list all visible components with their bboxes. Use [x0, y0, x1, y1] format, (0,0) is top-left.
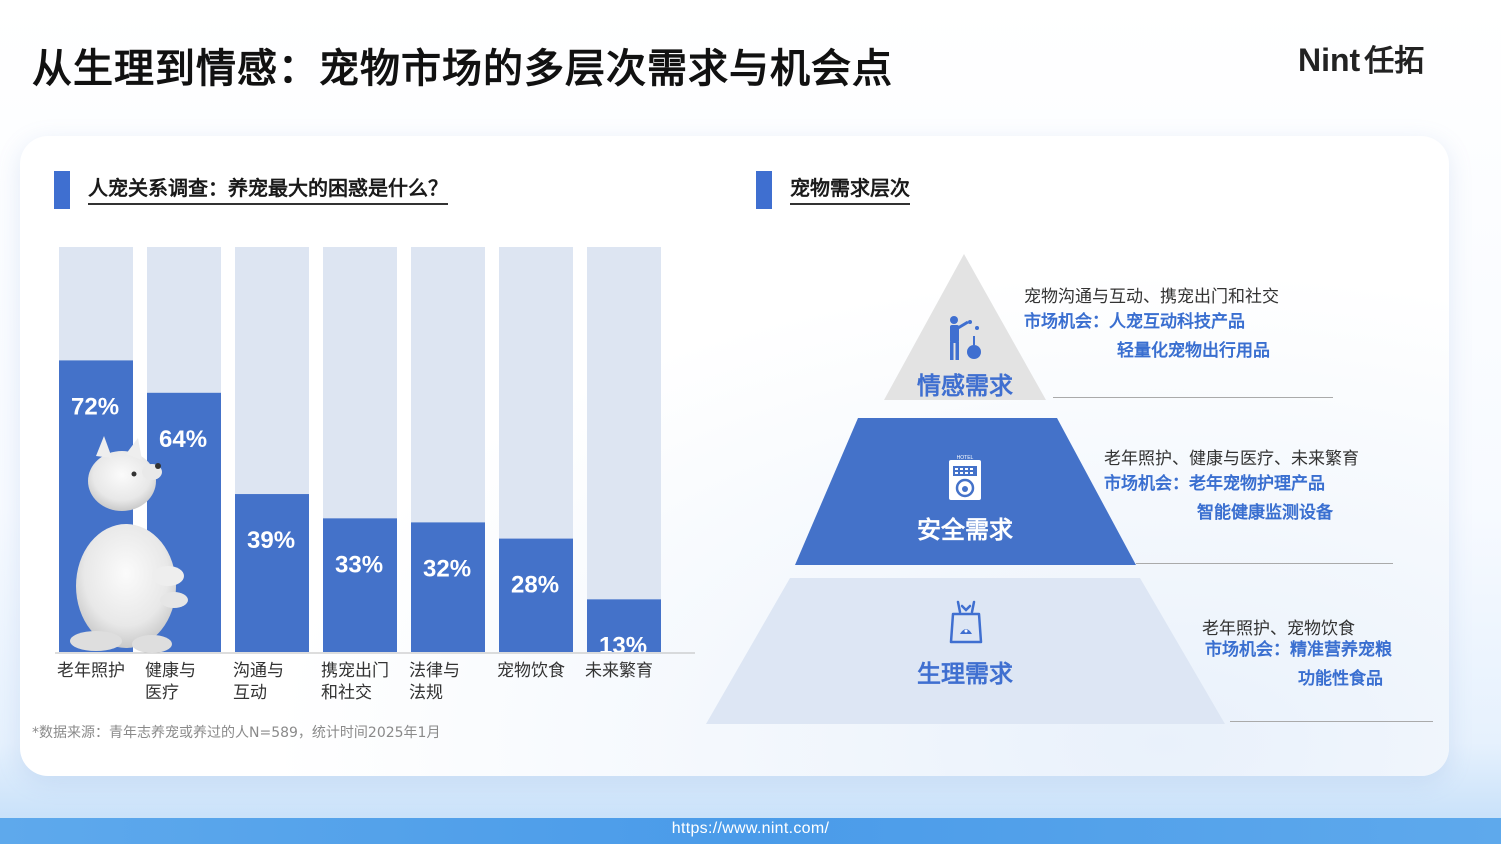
tier-label-emotional: 情感需求: [917, 372, 1013, 400]
page-title: 从生理到情感：宠物市场的多层次需求与机会点: [32, 46, 893, 92]
heading-marker: [756, 171, 772, 209]
x-tick-label: 医疗: [145, 683, 179, 703]
emotional-opportunity: 市场机会：人宠互动科技产品 轻量化宠物出行用品: [1024, 308, 1270, 366]
divider-line: [1136, 563, 1393, 564]
pet-food-bag-icon: [949, 600, 983, 644]
bar: [411, 522, 485, 652]
safety-desc: 老年照护、健康与医疗、未来繁育: [1104, 449, 1359, 469]
x-tick-label: 和社交: [321, 683, 372, 703]
heading-marker: [54, 171, 70, 209]
x-tick-label: 携宠出门: [321, 661, 389, 681]
bar: [323, 518, 397, 652]
logo-cn: 任拓: [1364, 44, 1425, 79]
bar-value-label: 13%: [599, 632, 647, 659]
tier-label-physiological: 生理需求: [917, 660, 1013, 688]
x-tick-label: 互动: [233, 683, 267, 703]
bar: [499, 538, 573, 652]
opp-line-2: 功能性食品: [1298, 669, 1383, 689]
opp-prefix: 市场机会：: [1024, 312, 1109, 332]
bar: [235, 494, 309, 652]
survey-heading: 人宠关系调查：养宠最大的困惑是什么？: [54, 171, 448, 209]
bar-value-label: 32%: [423, 555, 471, 582]
x-tick-label: 健康与: [145, 661, 196, 681]
opp-line-1: 精准营养宠粮: [1290, 640, 1392, 660]
x-tick-label: 未来繁育: [585, 661, 653, 681]
pyramid-tier-physiological: [706, 578, 1225, 724]
divider-line: [1230, 721, 1433, 722]
x-tick-label: 宠物饮食: [497, 661, 565, 681]
bar-value-label: 28%: [511, 572, 559, 599]
footer-bar: [0, 818, 1501, 844]
bar-value-label: 72%: [71, 393, 119, 420]
physiological-opportunity: 市场机会：精准营养宠粮 功能性食品: [1205, 636, 1392, 694]
opp-prefix: 市场机会：: [1104, 474, 1189, 494]
white-terrier-dog-image: [70, 436, 188, 653]
bar: [587, 599, 661, 652]
data-source-note: *数据来源：青年志养宠或养过的人N=589，统计时间2025年1月: [32, 725, 441, 741]
needs-heading-label: 宠物需求层次: [790, 175, 910, 205]
bar-value-label: 39%: [247, 527, 295, 554]
emotional-desc: 宠物沟通与互动、携宠出门和社交: [1024, 287, 1279, 307]
opp-line-1: 人宠互动科技产品: [1109, 312, 1245, 332]
tier-label-safety: 安全需求: [917, 516, 1013, 544]
hotel-sign-text: HOTEL: [957, 455, 974, 461]
bar-track: [587, 247, 661, 652]
x-tick-label: 法规: [409, 683, 443, 703]
footer-url[interactable]: https://www.nint.com/: [671, 820, 830, 837]
pyramid-tier-emotional: [884, 254, 1046, 400]
x-tick-label: 老年照护: [57, 661, 125, 681]
bar-value-label: 33%: [335, 551, 383, 578]
opp-prefix: 市场机会：: [1205, 640, 1290, 660]
logo-brand: Nint: [1298, 42, 1361, 78]
person-pet-interaction-icon: [950, 316, 981, 360]
safety-opportunity: 市场机会：老年宠物护理产品 智能健康监测设备: [1104, 470, 1333, 528]
nint-logo: Nint 任拓: [1298, 36, 1425, 79]
x-tick-label: 法律与: [409, 661, 460, 681]
survey-heading-label: 人宠关系调查：养宠最大的困惑是什么？: [88, 175, 448, 205]
physiological-desc: 老年照护、宠物饮食: [1202, 619, 1355, 639]
divider-line: [1053, 397, 1333, 398]
pet-hotel-icon: HOTEL: [949, 455, 981, 500]
bar-value-label: 64%: [159, 426, 207, 453]
opp-line-2: 智能健康监测设备: [1197, 503, 1333, 523]
x-tick-label: 沟通与: [233, 661, 284, 681]
needs-heading: 宠物需求层次: [756, 171, 910, 209]
opp-line-2: 轻量化宠物出行用品: [1117, 341, 1270, 361]
opp-line-1: 老年宠物护理产品: [1189, 474, 1325, 494]
